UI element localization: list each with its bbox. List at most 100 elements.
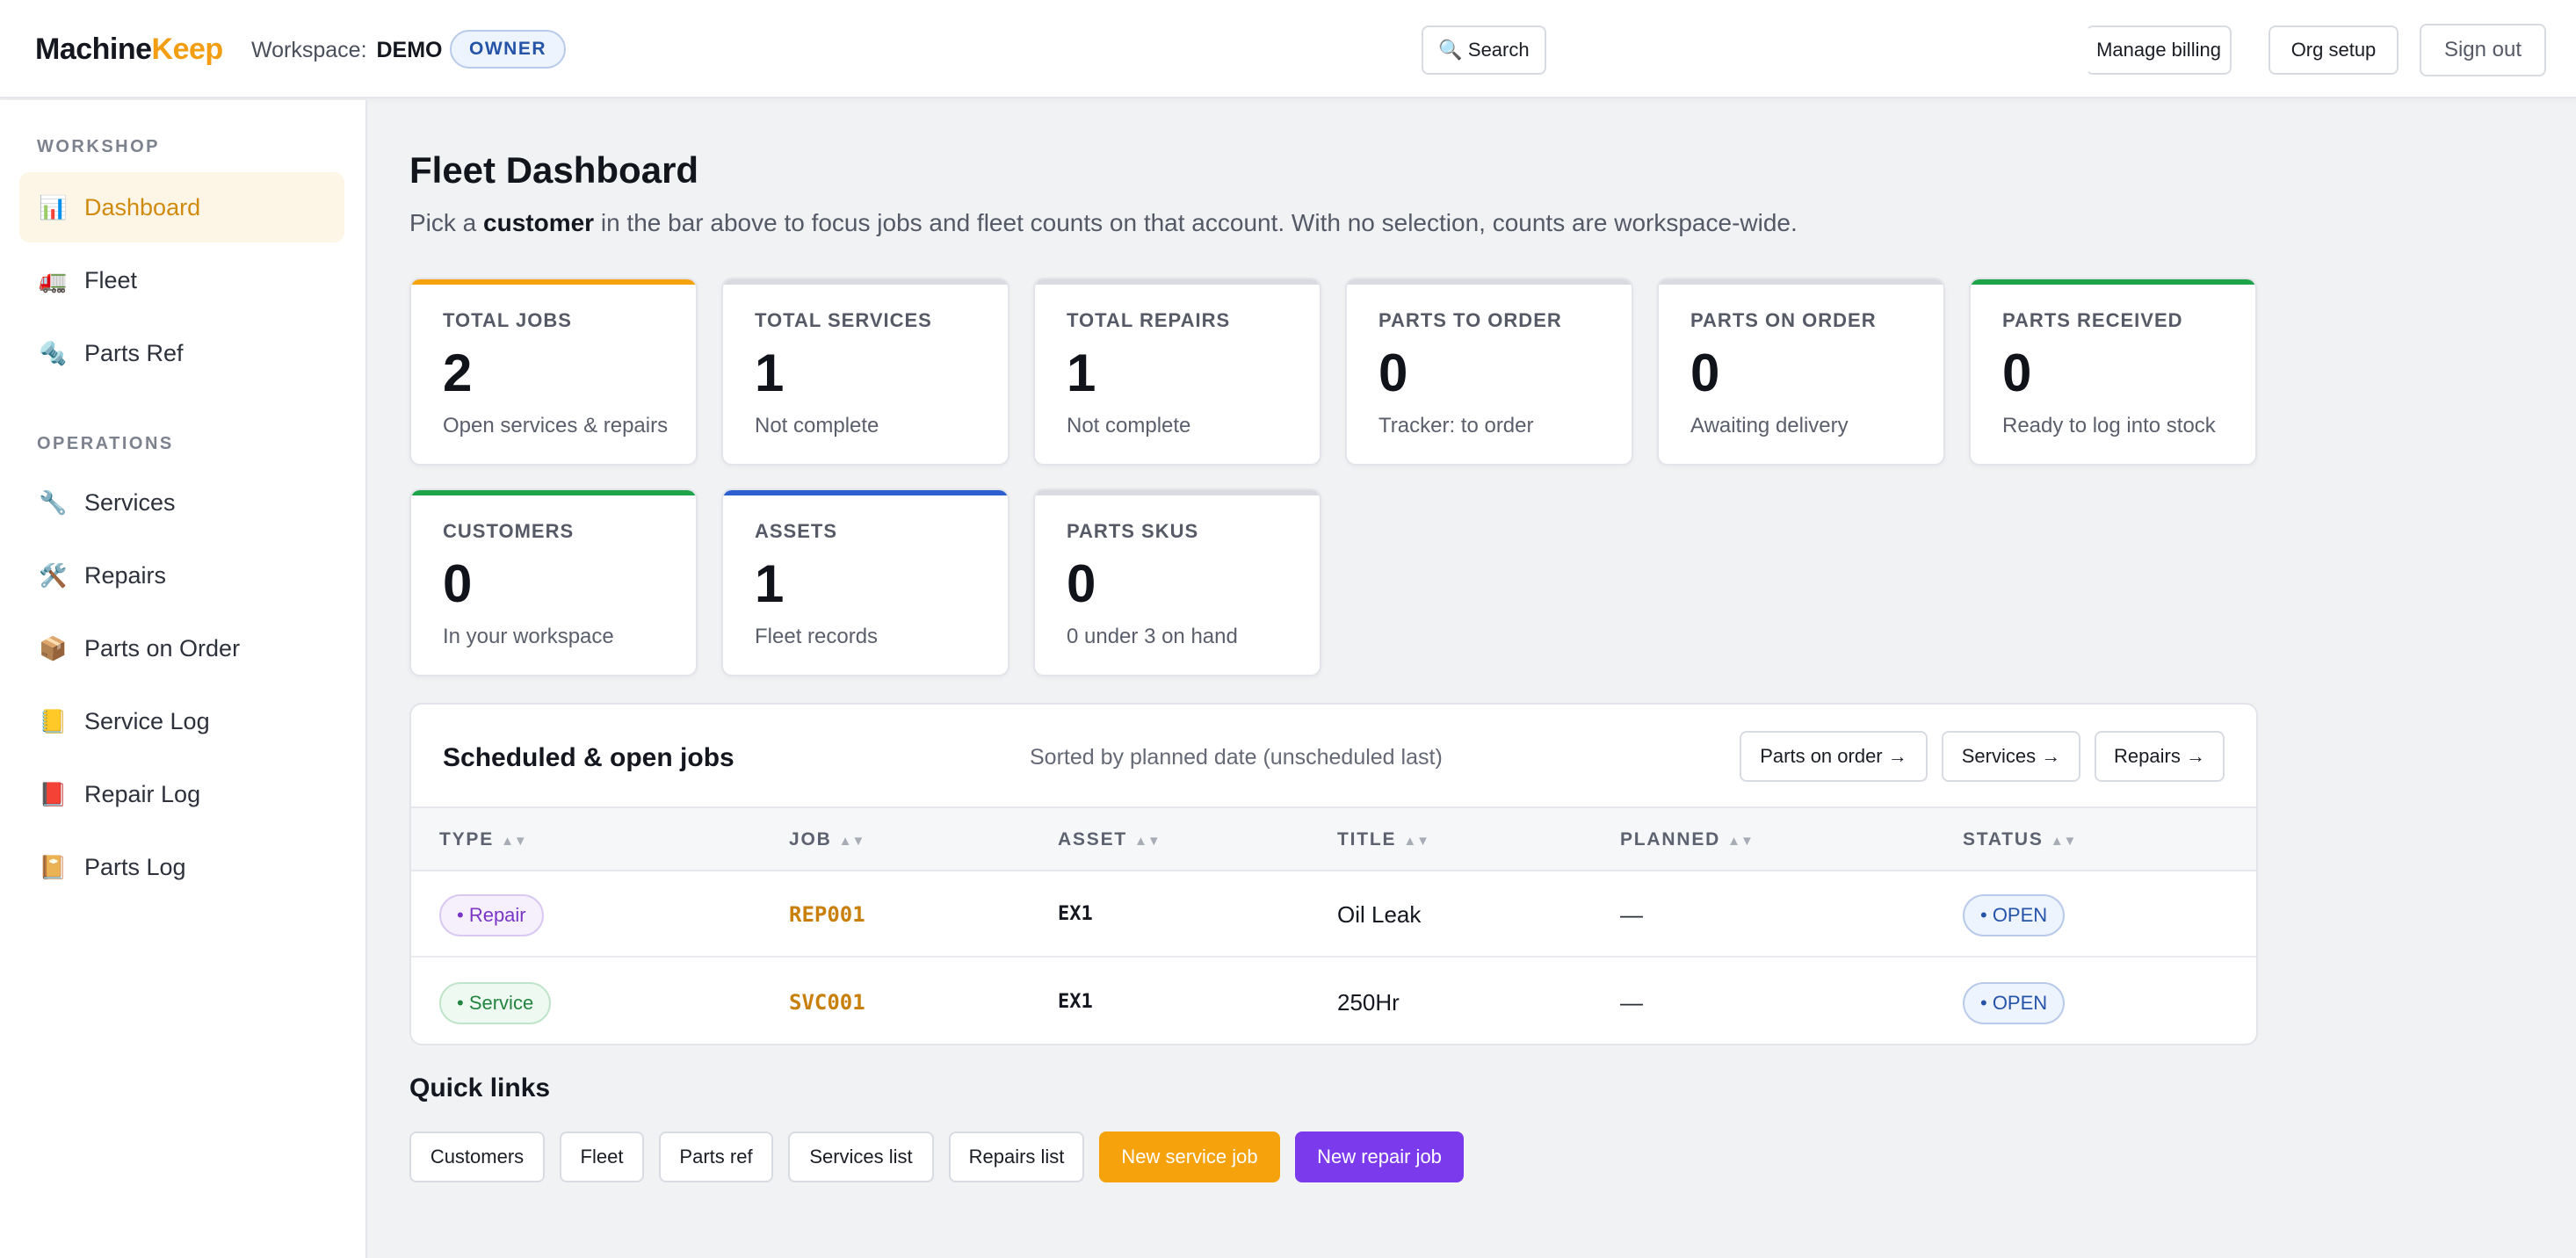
card-accent-bar: [1035, 279, 1320, 285]
column-header-job[interactable]: JOB ▲▼: [789, 829, 865, 850]
sidebar-item-dashboard[interactable]: 📊 Dashboard: [19, 172, 344, 242]
card-label: PARTS SKUS: [1067, 520, 1199, 542]
table-row[interactable]: • Repair REP001 EX1 Oil Leak — • OPEN: [411, 871, 2256, 958]
stat-card-customers[interactable]: CUSTOMERS 0 In your workspace: [409, 488, 698, 676]
nut-bolt-icon: 🔩: [39, 340, 68, 366]
stat-card-total-jobs[interactable]: TOTAL JOBS 2 Open services & repairs: [409, 278, 698, 466]
bar-chart-icon: 📊: [39, 194, 68, 221]
card-value: 1: [1067, 343, 1096, 402]
page-title: Fleet Dashboard: [409, 149, 699, 191]
sidebar-item-label: Repairs: [84, 562, 167, 589]
search-button[interactable]: 🔍 Search: [1422, 25, 1546, 75]
card-accent-bar: [1347, 279, 1632, 285]
card-value: 0: [1690, 343, 1720, 402]
stat-card-parts-on-order[interactable]: PARTS ON ORDER 0 Awaiting delivery: [1657, 278, 1945, 466]
job-id-link[interactable]: SVC001: [789, 990, 865, 1015]
type-badge-service: • Service: [439, 982, 552, 1024]
column-header-type[interactable]: TYPE ▲▼: [439, 829, 527, 850]
stat-card-parts-to-order[interactable]: PARTS TO ORDER 0 Tracker: to order: [1345, 278, 1633, 466]
card-subtext: Tracker: to order: [1378, 414, 1534, 437]
card-value: 2: [443, 343, 473, 402]
status-badge: • OPEN: [1963, 894, 2066, 936]
repairs-list-quick-link[interactable]: Repairs list: [949, 1131, 1084, 1182]
workspace-indicator: Workspace: DEMO: [251, 35, 442, 65]
customers-quick-link[interactable]: Customers: [409, 1131, 545, 1182]
sidebar-item-service-log[interactable]: 📒 Service Log: [19, 686, 344, 756]
stat-card-parts-received[interactable]: PARTS RECEIVED 0 Ready to log into stock: [1969, 278, 2257, 466]
sidebar-item-label: Services: [84, 489, 176, 516]
stat-card-total-repairs[interactable]: TOTAL REPAIRS 1 Not complete: [1033, 278, 1321, 466]
sort-arrows-icon: ▲▼: [838, 834, 865, 849]
sidebar-item-services[interactable]: 🔧 Services: [19, 467, 344, 538]
subtitle-text: in the bar above to focus jobs and fleet…: [594, 209, 1798, 236]
sidebar-item-repair-log[interactable]: 📕 Repair Log: [19, 759, 344, 829]
status-badge: • OPEN: [1963, 982, 2066, 1024]
title-cell: 250Hr: [1337, 989, 1400, 1016]
card-value: 0: [2002, 343, 2032, 402]
parts-ref-quick-link[interactable]: Parts ref: [659, 1131, 773, 1182]
card-label: TOTAL JOBS: [443, 309, 572, 331]
card-accent-bar: [1659, 279, 1943, 285]
wrench-icon: 🔧: [39, 489, 68, 516]
services-link-button[interactable]: Services →: [1942, 731, 2080, 782]
stat-card-parts-skus[interactable]: PARTS SKUS 0 0 under 3 on hand: [1033, 488, 1321, 676]
yellow-notebook-icon: 📒: [39, 708, 68, 734]
sidebar-item-fleet[interactable]: 🚛 Fleet: [19, 245, 344, 315]
card-subtext: Awaiting delivery: [1690, 414, 1849, 437]
jobs-sort-note: Sorted by planned date (unscheduled last…: [1030, 745, 1443, 770]
column-header-status[interactable]: STATUS ▲▼: [1963, 829, 2076, 850]
card-subtext: Ready to log into stock: [2002, 414, 2216, 437]
stat-card-total-services[interactable]: TOTAL SERVICES 1 Not complete: [721, 278, 1009, 466]
fleet-quick-link[interactable]: Fleet: [560, 1131, 644, 1182]
notebook-icon: 📔: [39, 854, 68, 880]
sidebar-item-parts-ref[interactable]: 🔩 Parts Ref: [19, 318, 344, 388]
card-accent-bar: [411, 490, 696, 495]
column-header-label: ASSET: [1058, 829, 1128, 850]
asset-cell: EX1: [1058, 903, 1093, 925]
sidebar-group-operations: OPERATIONS: [37, 434, 174, 453]
column-header-label: TITLE: [1337, 829, 1397, 850]
sidebar-item-label: Dashboard: [84, 194, 201, 221]
column-header-title[interactable]: TITLE ▲▼: [1337, 829, 1429, 850]
parts-on-order-link-button[interactable]: Parts on order →: [1740, 731, 1928, 782]
page-subtitle: Pick a customer in the bar above to focu…: [409, 207, 1798, 239]
table-row[interactable]: • Service SVC001 EX1 250Hr — • OPEN: [411, 959, 2256, 1044]
sidebar-item-label: Parts on Order: [84, 635, 241, 662]
job-id-link[interactable]: REP001: [789, 902, 865, 927]
column-header-label: JOB: [789, 829, 832, 850]
subtitle-text: Pick a: [409, 209, 484, 236]
sidebar-item-label: Parts Ref: [84, 340, 184, 366]
services-list-quick-link[interactable]: Services list: [788, 1131, 934, 1182]
card-accent-bar: [1035, 490, 1320, 495]
planned-cell: —: [1620, 901, 1643, 928]
org-setup-button[interactable]: Org setup: [2268, 25, 2399, 75]
new-repair-job-button[interactable]: New repair job: [1295, 1131, 1464, 1182]
sidebar-item-parts-on-order[interactable]: 📦 Parts on Order: [19, 613, 344, 683]
column-header-asset[interactable]: ASSET ▲▼: [1058, 829, 1161, 850]
card-label: PARTS RECEIVED: [2002, 309, 2183, 331]
jobs-panel-title: Scheduled & open jobs: [443, 743, 734, 772]
sign-out-button[interactable]: Sign out: [2420, 24, 2546, 76]
card-subtext: Not complete: [755, 414, 879, 437]
column-header-planned[interactable]: PLANNED ▲▼: [1620, 829, 1754, 850]
card-subtext: Open services & repairs: [443, 414, 669, 437]
sidebar-item-parts-log[interactable]: 📔 Parts Log: [19, 832, 344, 902]
type-badge-repair: • Repair: [439, 894, 544, 936]
card-accent-bar: [723, 490, 1008, 495]
card-subtext: Fleet records: [755, 625, 879, 648]
card-value: 1: [755, 343, 785, 402]
manage-billing-button[interactable]: Manage billing: [2086, 25, 2232, 75]
card-value: 0: [1378, 343, 1408, 402]
card-label: PARTS ON ORDER: [1690, 309, 1877, 331]
role-badge: OWNER: [450, 30, 566, 69]
repairs-link-button[interactable]: Repairs →: [2095, 731, 2225, 782]
new-service-job-button[interactable]: New service job: [1099, 1131, 1280, 1182]
card-value: 0: [443, 554, 473, 613]
sidebar-item-repairs[interactable]: 🛠️ Repairs: [19, 540, 344, 611]
top-bar: MachineKeep Workspace: DEMO OWNER 🔍 Sear…: [0, 0, 2576, 98]
stat-card-assets[interactable]: ASSETS 1 Fleet records: [721, 488, 1009, 676]
brand-logo[interactable]: MachineKeep: [35, 32, 223, 67]
scheduled-jobs-panel: Scheduled & open jobs Sorted by planned …: [409, 703, 2258, 1045]
asset-cell: EX1: [1058, 991, 1093, 1013]
truck-icon: 🚛: [39, 267, 68, 293]
